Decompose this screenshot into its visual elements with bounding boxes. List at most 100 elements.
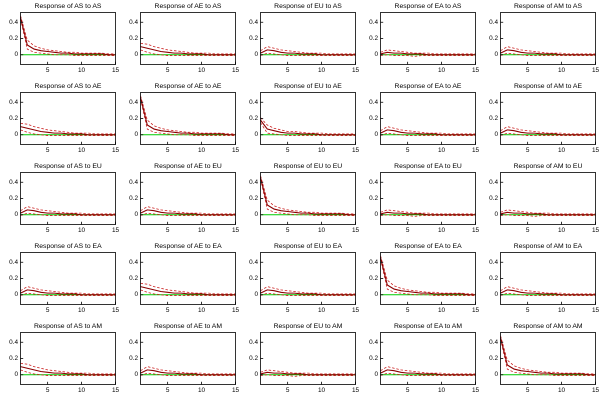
upper-band-line (140, 282, 236, 295)
x-tick-label: 15 (351, 67, 360, 74)
x-tick-label: 15 (111, 147, 120, 154)
subplot-plot-area (260, 92, 356, 145)
x-tick-label: 15 (591, 67, 600, 74)
upper-band-line (140, 95, 236, 135)
x-tick-label: 15 (111, 307, 120, 314)
y-tick-label: 0.2 (369, 35, 378, 42)
subplot-plot-area (20, 332, 116, 385)
x-tick-label: 5 (285, 387, 290, 394)
subplot: Response of AE to AS 0 0.2 0.4 5 10 15 (120, 2, 240, 82)
y-tick-label: 0.4 (249, 178, 258, 186)
x-tick-label: 10 (438, 227, 446, 234)
y-tick-label: 0.4 (249, 258, 258, 266)
y-tick-label: 0.4 (249, 18, 258, 26)
x-tick-label: 10 (558, 67, 566, 74)
x-tick-label: 5 (525, 387, 530, 394)
y-tick-label: 0 (254, 51, 258, 59)
y-tick-label: 0 (254, 131, 258, 139)
x-tick-label: 15 (111, 227, 120, 234)
x-tick-label: 10 (78, 307, 86, 314)
impulse-response-line (20, 126, 116, 136)
x-tick-label: 5 (285, 227, 290, 234)
y-tick-label: 0 (14, 211, 18, 219)
subplot: Response of EA to AM 0 0.2 0.4 5 10 15 (360, 322, 480, 402)
subplot-plot-area (380, 12, 476, 65)
x-tick-label: 15 (111, 387, 120, 394)
x-tick-label: 5 (405, 147, 410, 154)
y-tick-label: 0.4 (129, 338, 138, 346)
x-tick-label: 10 (78, 67, 86, 74)
x-tick-label: 10 (318, 307, 326, 314)
x-tick-label: 10 (198, 67, 206, 74)
x-tick-label: 5 (285, 147, 290, 154)
subplot-title: Response of EA to AS (394, 3, 462, 10)
x-tick-label: 5 (165, 67, 170, 74)
x-tick-label: 5 (45, 387, 50, 394)
subplot: Response of EU to AS 0 0.2 0.4 5 10 15 (240, 2, 360, 82)
x-tick-label: 10 (78, 227, 86, 234)
y-tick-label: 0.2 (489, 195, 498, 202)
impulse-response-line (260, 289, 356, 296)
y-tick-label: 0.2 (9, 275, 18, 282)
impulse-response-line (500, 211, 596, 216)
y-tick-label: 0.4 (489, 258, 498, 266)
impulse-response-line (380, 211, 476, 216)
impulse-response-line (500, 289, 596, 296)
y-tick-label: 0 (374, 291, 378, 299)
subplot: Response of EA to EU 0 0.2 0.4 5 10 15 (360, 162, 480, 242)
upper-band-line (260, 117, 356, 135)
lower-band-line (140, 49, 236, 56)
y-tick-label: 0 (14, 131, 18, 139)
impulse-response-line (140, 97, 236, 136)
x-tick-label: 5 (525, 227, 530, 234)
y-tick-label: 0.2 (129, 275, 138, 282)
subplot-title: Response of AS to AE (34, 83, 102, 90)
lower-band-line (140, 289, 236, 296)
x-tick-label: 5 (405, 227, 410, 234)
subplot-plot-area (380, 332, 476, 385)
y-tick-label: 0.4 (369, 98, 378, 106)
impulse-response-line (20, 366, 116, 376)
impulse-response-line (140, 46, 236, 56)
x-tick-label: 15 (591, 307, 600, 314)
subplot-title: Response of AM to AE (513, 83, 582, 90)
x-tick-label: 10 (198, 387, 206, 394)
subplot-plot-area (140, 92, 236, 145)
upper-band-line (500, 209, 596, 215)
subplot: Response of AM to EA 0 0.2 0.4 5 10 15 (480, 242, 600, 322)
subplot-title: Response of EU to AE (274, 83, 342, 90)
lower-band-line (20, 292, 116, 296)
y-tick-label: 0.4 (369, 178, 378, 186)
subplot: Response of AS to AE 0 0.2 0.4 5 10 15 (0, 82, 120, 162)
subplot-plot-area (500, 12, 596, 65)
y-tick-label: 0 (494, 131, 498, 139)
y-tick-label: 0.4 (9, 178, 18, 186)
y-tick-label: 0 (134, 131, 138, 139)
y-tick-label: 0.2 (9, 195, 18, 202)
impulse-response-line (260, 177, 356, 216)
subplot: Response of AM to AS 0 0.2 0.4 5 10 15 (480, 2, 600, 82)
x-tick-label: 15 (591, 227, 600, 234)
subplot-title: Response of AE to AE (154, 83, 222, 90)
upper-band-line (380, 49, 476, 55)
subplot-title: Response of EA to AE (394, 83, 462, 90)
upper-band-line (260, 175, 356, 215)
subplot-plot-area (140, 172, 236, 225)
lower-band-line (260, 52, 356, 56)
impulse-response-line (260, 371, 356, 376)
y-tick-label: 0 (494, 51, 498, 59)
x-tick-label: 10 (318, 147, 326, 154)
upper-band-line (380, 255, 476, 295)
upper-band-line (20, 122, 116, 135)
upper-band-line (500, 126, 596, 135)
x-tick-label: 15 (591, 387, 600, 394)
x-tick-label: 15 (231, 307, 240, 314)
x-tick-label: 15 (471, 307, 480, 314)
subplot-title: Response of EA to EA (394, 243, 462, 250)
subplot: Response of AS to AM 0 0.2 0.4 5 10 15 (0, 322, 120, 402)
subplot-plot-area (140, 12, 236, 65)
y-tick-label: 0 (374, 371, 378, 379)
y-tick-label: 0.4 (369, 258, 378, 266)
y-tick-label: 0 (254, 371, 258, 379)
